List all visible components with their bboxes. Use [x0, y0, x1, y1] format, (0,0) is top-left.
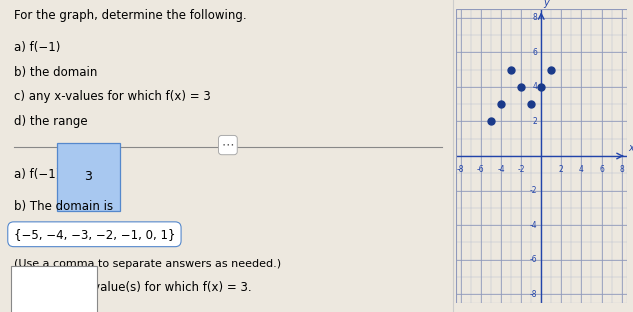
Text: -4: -4 — [497, 165, 505, 174]
Text: {−5, −4, −3, −2, −1, 0, 1}: {−5, −4, −3, −2, −1, 0, 1} — [14, 228, 175, 241]
Text: -8: -8 — [457, 165, 465, 174]
Text: c) any x-values for which f(x) = 3: c) any x-values for which f(x) = 3 — [14, 90, 210, 104]
Point — [506, 67, 516, 72]
Point — [546, 67, 556, 72]
Text: 2: 2 — [532, 117, 537, 126]
Text: b) the domain: b) the domain — [14, 66, 97, 79]
Text: 4: 4 — [532, 82, 537, 91]
Point — [486, 119, 496, 124]
Text: -2: -2 — [530, 186, 537, 195]
Text: c) Find any x-value(s) for which f(x) = 3.: c) Find any x-value(s) for which f(x) = … — [14, 281, 251, 294]
Text: b) The domain is: b) The domain is — [14, 200, 116, 213]
Text: d) the range: d) the range — [14, 115, 87, 129]
Text: 4: 4 — [579, 165, 584, 174]
Text: a) f(−1): a) f(−1) — [14, 41, 60, 54]
Text: -8: -8 — [530, 290, 537, 299]
Text: ⋯: ⋯ — [222, 139, 234, 152]
Text: 6: 6 — [532, 48, 537, 57]
Text: y: y — [543, 0, 549, 7]
Text: -6: -6 — [477, 165, 485, 174]
Text: 8: 8 — [619, 165, 624, 174]
Text: a) f(−1) =: a) f(−1) = — [14, 168, 77, 182]
Point — [516, 85, 526, 90]
Text: (Use a comma to separate answers as needed.): (Use a comma to separate answers as need… — [14, 259, 281, 269]
Text: 2: 2 — [559, 165, 564, 174]
Text: 8: 8 — [532, 13, 537, 22]
Text: -4: -4 — [530, 221, 537, 230]
Point — [496, 102, 506, 107]
Point — [526, 102, 536, 107]
Text: -2: -2 — [517, 165, 525, 174]
Point — [536, 85, 546, 90]
Text: For the graph, determine the following.: For the graph, determine the following. — [14, 9, 246, 22]
Text: 3: 3 — [84, 170, 92, 183]
Text: x =: x = — [14, 304, 38, 312]
Text: -6: -6 — [530, 255, 537, 264]
Text: 6: 6 — [599, 165, 604, 174]
Text: x: x — [629, 143, 633, 153]
